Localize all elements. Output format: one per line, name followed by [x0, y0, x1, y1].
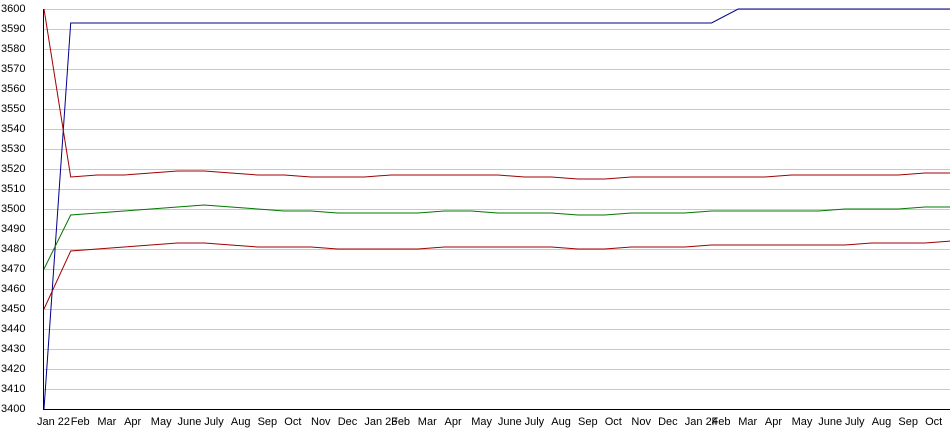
x-tick-label: Aug — [551, 416, 571, 428]
y-tick-label: 3420 — [1, 363, 25, 375]
x-tick-label: Nov — [631, 416, 651, 428]
series-line — [43, 8, 950, 180]
y-tick-label: 3410 — [1, 383, 25, 395]
x-tick-label: June — [818, 416, 842, 428]
x-tick-label: July — [525, 416, 545, 428]
y-tick-label: 3540 — [1, 123, 25, 135]
y-tick-label: 3560 — [1, 83, 25, 95]
y-tick-label: 3520 — [1, 163, 25, 175]
y-tick-label: 3440 — [1, 323, 25, 335]
y-tick-label: 3580 — [1, 43, 25, 55]
x-tick-label: Apr — [445, 416, 462, 428]
x-tick-label: Sep — [898, 416, 918, 428]
x-tick-label: Sep — [578, 416, 598, 428]
x-tick-label: Apr — [765, 416, 782, 428]
x-tick-label: June — [498, 416, 522, 428]
x-tick-label: Aug — [872, 416, 892, 428]
x-tick-label: July — [204, 416, 224, 428]
x-tick-label: Jan 22 — [37, 416, 70, 428]
x-tick-label: May — [792, 416, 813, 428]
x-tick-label: Oct — [284, 416, 301, 428]
x-tick-label: Dec — [338, 416, 358, 428]
x-tick-label: Feb — [712, 416, 731, 428]
x-tick-label: Mar — [418, 416, 437, 428]
x-tick-label: May — [151, 416, 172, 428]
y-tick-label: 3530 — [1, 143, 25, 155]
x-tick-label: July — [845, 416, 865, 428]
y-tick-label: 3470 — [1, 263, 25, 275]
y-tick-label: 3450 — [1, 303, 25, 315]
x-tick-label: Mar — [97, 416, 116, 428]
y-tick-label: 3600 — [1, 3, 25, 15]
y-tick-label: 3550 — [1, 103, 25, 115]
x-tick-label: Feb — [71, 416, 90, 428]
x-tick-label: Oct — [925, 416, 942, 428]
y-tick-label: 3460 — [1, 283, 25, 295]
x-tick-label: May — [471, 416, 492, 428]
y-tick-label: 3400 — [1, 403, 25, 415]
x-tick-label: Mar — [738, 416, 757, 428]
x-tick-label: Feb — [391, 416, 410, 428]
y-tick-label: 3490 — [1, 223, 25, 235]
x-tick-label: Nov — [311, 416, 331, 428]
x-tick-label: Aug — [231, 416, 251, 428]
y-tick-label: 3500 — [1, 203, 25, 215]
x-tick-label: Apr — [124, 416, 141, 428]
y-tick-label: 3480 — [1, 243, 25, 255]
series-line — [43, 240, 950, 310]
x-tick-label: June — [178, 416, 202, 428]
y-tick-label: 3570 — [1, 63, 25, 75]
x-tick-label: Sep — [258, 416, 278, 428]
series-line — [43, 8, 950, 410]
x-tick-label: Jan 24 — [685, 416, 718, 428]
x-tick-label: Dec — [658, 416, 678, 428]
y-tick-label: 3430 — [1, 343, 25, 355]
y-tick-label: 3590 — [1, 23, 25, 35]
x-tick-label: Jan 23 — [364, 416, 397, 428]
x-tick-label: Oct — [605, 416, 622, 428]
series-line — [43, 204, 950, 270]
y-tick-label: 3510 — [1, 183, 25, 195]
